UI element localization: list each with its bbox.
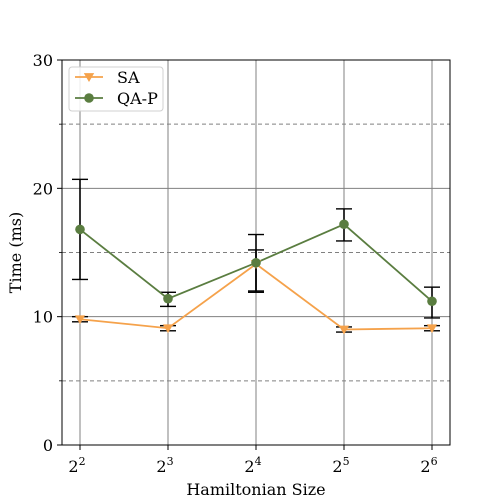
x-tick-label: 24 [244, 455, 261, 476]
legend-label: QA-P [117, 89, 158, 108]
data-point-marker [163, 293, 173, 304]
y-axis-label: Time (ms) [6, 212, 25, 293]
data-point-marker [75, 224, 85, 235]
x-tick-label: 26 [420, 455, 437, 476]
y-tick-label: 0 [43, 436, 53, 455]
series-markers [74, 219, 438, 335]
x-tick-exponent: 3 [167, 455, 174, 468]
x-axis-label: Hamiltonian Size [186, 480, 325, 499]
legend-label: SA [117, 68, 140, 87]
x-tick-exponent: 6 [431, 455, 438, 468]
x-tick-label: 25 [332, 455, 349, 476]
data-point-marker [83, 73, 95, 82]
x-tick-exponent: 5 [343, 455, 350, 468]
y-tick-label: 10 [33, 308, 53, 327]
data-point-marker [251, 257, 261, 268]
data-point-marker [84, 93, 94, 103]
legend: SA QA-P [68, 66, 164, 112]
x-tick-exponent: 4 [255, 455, 262, 468]
data-point-marker [162, 324, 174, 334]
data-point-marker [427, 296, 437, 307]
x-tick-label: 22 [68, 455, 85, 476]
x-tick-exponent: 2 [79, 455, 86, 468]
data-point-marker [339, 219, 349, 230]
y-tick-label: 30 [33, 51, 53, 70]
data-point-marker [74, 315, 86, 325]
y-tick-label: 20 [33, 179, 53, 198]
data-point-marker [338, 325, 350, 335]
data-point-marker [426, 324, 438, 334]
x-tick-label: 23 [156, 455, 173, 476]
